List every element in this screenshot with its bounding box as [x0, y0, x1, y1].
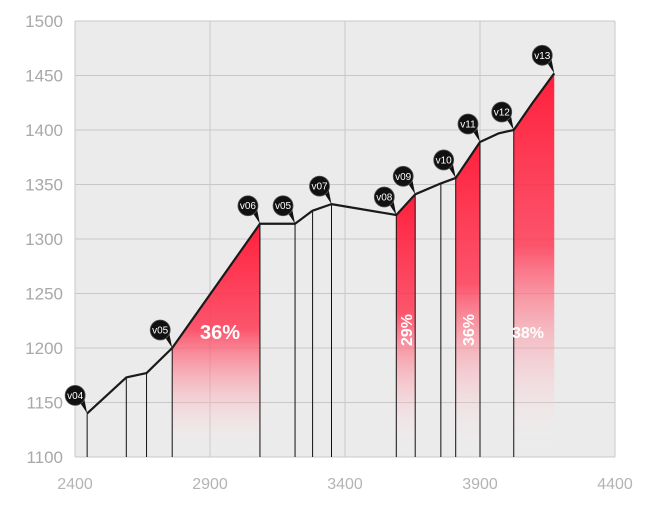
- y-axis-ticks: 1100 1150 1200 1250 1300 1350 1400 1450 1500: [25, 12, 63, 467]
- grade-label: 29%: [399, 314, 416, 346]
- marker-bubble: [531, 44, 553, 66]
- y-tick-label: 1250: [25, 285, 63, 304]
- y-tick-label: 1150: [26, 394, 63, 413]
- waypoint-marker: v10: [433, 149, 456, 178]
- marker-label: v13: [534, 51, 551, 62]
- waypoint-marker: v13: [531, 44, 555, 74]
- steep-section-fill: [172, 223, 260, 457]
- grade-label: 38%: [512, 325, 544, 342]
- marker-label: v05: [275, 201, 292, 212]
- steep-section-fill: [513, 73, 555, 457]
- y-tick-label: 1350: [25, 176, 63, 195]
- waypoint-marker: v07: [309, 175, 332, 205]
- marker-bubble: [491, 101, 513, 123]
- marker-bubble: [373, 186, 395, 208]
- marker-label: v09: [395, 172, 412, 183]
- grade-label: 36%: [461, 314, 478, 346]
- drop-lines: [86, 130, 515, 457]
- x-tick-label: 3400: [327, 476, 363, 493]
- x-tick-label: 2900: [192, 476, 228, 493]
- marker-bubble: [309, 175, 330, 197]
- marker-label: v11: [460, 119, 476, 130]
- steep-section-fill: [396, 194, 416, 457]
- waypoint-marker: v08: [373, 186, 397, 216]
- marker-label: v04: [67, 391, 84, 402]
- x-tick-label: 4400: [597, 476, 633, 493]
- marker-bubble: [457, 113, 479, 135]
- marker-label: v05: [152, 326, 169, 337]
- marker-bubble: [237, 195, 259, 217]
- waypoint-marker: v09: [392, 165, 416, 195]
- x-tick-label: 3900: [462, 476, 498, 493]
- marker-label: v12: [494, 108, 511, 119]
- marker-label: v10: [436, 155, 453, 166]
- waypoint-marker: v11: [457, 113, 480, 142]
- steep-section-fills: [172, 73, 555, 458]
- percent-labels: 36% 29% 36% 38%: [200, 314, 544, 346]
- marker-label: v06: [240, 201, 257, 212]
- y-tick-label: 1450: [25, 67, 63, 86]
- marker-bubble: [272, 195, 294, 217]
- marker-bubble: [64, 384, 86, 406]
- y-tick-label: 1400: [25, 121, 63, 140]
- marker-bubble: [433, 149, 455, 171]
- y-tick-label: 1300: [25, 230, 63, 249]
- marker-bubble: [392, 165, 414, 187]
- grade-label: 36%: [200, 322, 240, 344]
- y-tick-label: 1200: [25, 339, 63, 358]
- x-tick-label: 2400: [57, 476, 93, 493]
- y-tick-label: 1100: [26, 448, 63, 467]
- marker-label: v08: [376, 193, 393, 204]
- marker-bubble: [149, 319, 171, 341]
- y-tick-label: 1500: [25, 12, 63, 31]
- waypoint-marker: v04: [64, 384, 88, 414]
- x-axis-ticks: 2400 2900 3400 3900 4400: [57, 476, 633, 493]
- waypoint-marker: v05: [149, 319, 173, 348]
- waypoint-marker: v12: [491, 101, 514, 130]
- waypoint-marker: v06: [237, 195, 260, 224]
- marker-label: v07: [311, 182, 328, 193]
- waypoint-marker: v05: [272, 195, 296, 224]
- steep-section-fill: [455, 141, 480, 458]
